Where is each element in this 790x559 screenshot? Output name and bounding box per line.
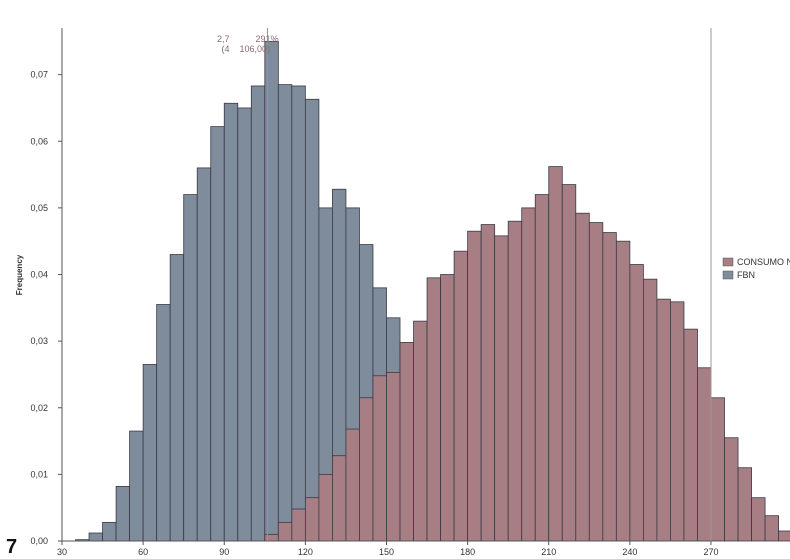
consumo-bar-16 [480,224,496,542]
consumo-bar-35 [737,467,752,542]
fbn-bar-14 [264,40,279,542]
consumo-bar-25 [602,232,617,542]
y-tick-label-0: 0,00 [30,536,48,546]
consumo-bar-5 [332,455,347,542]
x-tick-label-8: 270 [703,547,718,557]
consumo-bar-32 [697,367,712,542]
y-tick-label-5: 0,05 [30,203,48,213]
fbn-bar-7 [169,254,185,542]
consumo-bar-33 [710,397,725,542]
consumo-bar-19 [521,207,536,542]
x-tick-label-2: 90 [219,547,229,557]
consumo-bar-38 [778,530,790,542]
fbn-bar-11 [223,102,239,542]
consumo-bar-22 [561,184,577,542]
consumo-bar-9 [386,372,401,542]
x-tick-label-4: 150 [379,547,394,557]
consumo-bar-3 [304,497,320,542]
consumo-bar-15 [467,230,482,542]
y-tick-label-1: 0,01 [30,469,48,479]
consumo-bar-14 [453,250,469,542]
consumo-bar-1 [277,521,293,542]
consumo-bar-21 [548,166,563,542]
x-tick-label-3: 120 [298,547,313,557]
y-axis-title: Frequency [15,254,24,295]
consumo-bar-4 [318,473,333,542]
x-tick-label-6: 210 [541,547,556,557]
reference-annotation: 2,7 291% (4 106,00) [217,28,279,541]
series-fbn-bars [75,40,455,542]
consumo-bar-0 [264,533,279,542]
consumo-bar-27 [629,264,644,542]
x-tick-label-7: 240 [622,547,637,557]
fbn-bar-5 [142,364,158,542]
consumo-bar-17 [494,235,509,542]
y-tick-label-2: 0,02 [30,403,48,413]
consumo-bar-23 [575,212,590,542]
y-tick-label-7: 0,07 [30,70,48,80]
y-tick-label-3: 0,03 [30,336,48,346]
legend-swatch-consumo [722,257,734,267]
y-ticks: 0,00 0,01 0,02 0,03 0,04 0,05 0,06 0,07 [30,70,62,546]
consumo-bar-37 [764,515,780,542]
fbn-bar-17 [304,98,320,542]
series-consumo-bars [264,166,790,542]
legend-swatch-fbn [722,270,734,280]
corner-figure-mark: 7 [6,536,18,558]
fbn-bar-16 [291,85,306,542]
legend-label-consumo: CONSUMO N [737,257,790,267]
x-ticks: 30 60 90 120 150 180 210 240 270 [57,541,719,557]
legend-label-fbn: FBN [737,270,755,280]
consumo-bar-11 [413,320,428,542]
consumo-bar-30 [670,301,685,542]
fbn-bar-4 [129,430,144,542]
fbn-bar-10 [210,126,225,542]
fbn-bar-3 [115,485,131,542]
consumo-bar-36 [751,497,766,542]
consumo-bar-29 [656,298,671,542]
fbn-bar-15 [277,84,293,542]
consumo-bar-12 [426,277,441,542]
consumo-bar-24 [588,222,604,542]
fbn-bar-9 [196,167,212,542]
consumo-bar-18 [507,220,523,542]
consumo-bar-13 [440,274,455,542]
fbn-bar-6 [156,304,171,542]
consumo-bar-10 [399,342,414,542]
legend: CONSUMO N FBN [722,257,790,280]
consumo-bar-6 [345,428,360,542]
y-tick-label-4: 0,04 [30,270,48,280]
consumo-bar-28 [643,278,658,542]
consumo-bar-34 [724,437,739,542]
annotation-line-1-right: 291% [256,34,279,44]
fbn-bar-12 [237,107,252,542]
x-tick-label-0: 30 [57,547,67,557]
x-tick-label-5: 180 [460,547,475,557]
consumo-bar-20 [534,194,550,542]
fbn-bar-8 [183,194,198,542]
consumo-bar-8 [372,375,387,542]
x-tick-label-1: 60 [138,547,148,557]
y-tick-label-6: 0,06 [30,136,48,146]
annotation-line-1-left: 2,7 [217,34,230,44]
fbn-bar-13 [250,85,266,542]
consumo-bar-26 [615,240,631,542]
annotation-line-2-left: (4 [222,44,230,54]
consumo-bar-31 [683,328,698,542]
consumo-bar-7 [359,397,374,542]
annotation-line-2-right: 106,00) [240,44,271,54]
fbn-bar-1 [88,532,103,542]
consumo-bar-2 [291,508,306,542]
fbn-bar-2 [102,521,117,542]
